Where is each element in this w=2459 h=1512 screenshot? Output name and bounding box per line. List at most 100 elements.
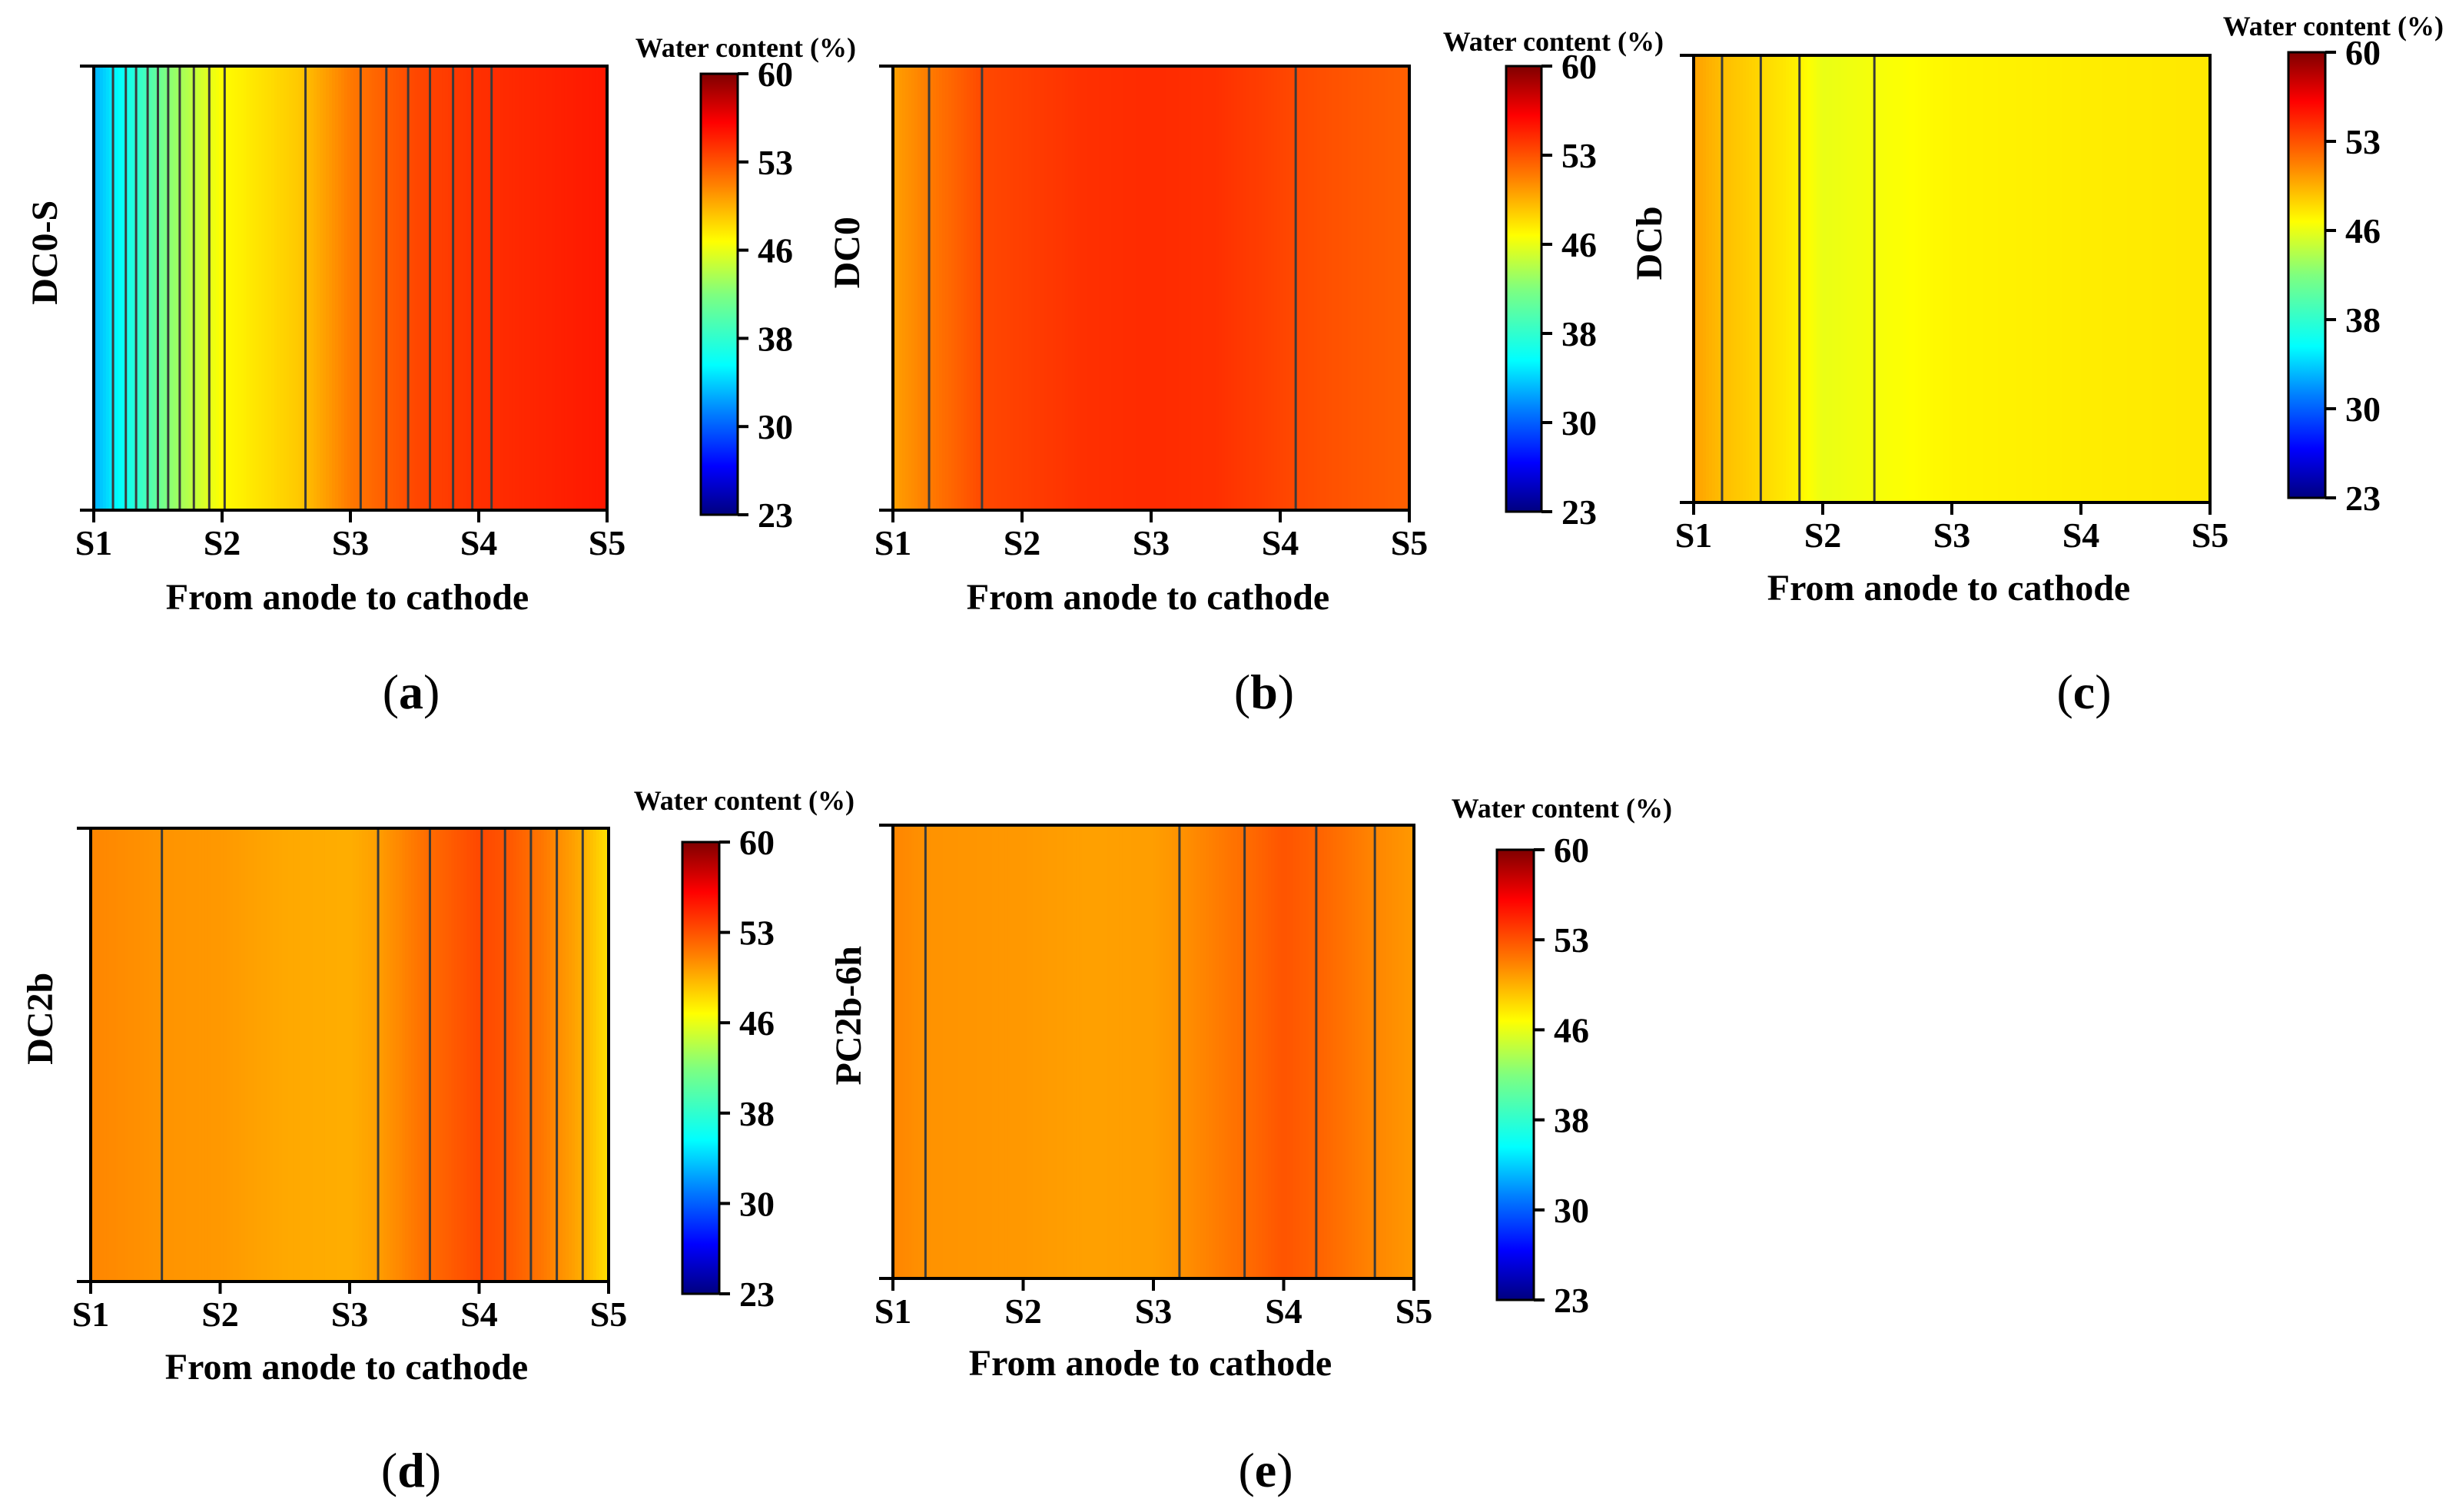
- heatmap-cell: [1014, 825, 1018, 1278]
- colorbar-gradient: [681, 841, 721, 1295]
- heatmap-cell: [1308, 66, 1312, 510]
- heatmap-cell: [1185, 66, 1189, 510]
- x-tick-label: S3: [1933, 516, 1971, 555]
- heatmap-cell: [318, 828, 323, 1282]
- heatmap-cell: [1137, 825, 1142, 1278]
- heatmap-cell: [1718, 55, 1722, 502]
- heatmap-cell: [1372, 66, 1376, 510]
- heatmap-cell: [1166, 825, 1170, 1278]
- heatmap-cell: [252, 66, 257, 510]
- heatmap-cell: [1166, 66, 1170, 510]
- heatmap-cell: [911, 66, 915, 510]
- heatmap-cell: [559, 828, 563, 1282]
- heatmap-cell: [1127, 66, 1130, 510]
- heatmap-cell: [530, 66, 535, 510]
- heatmap-cell: [1992, 55, 1996, 502]
- colorbar-tick-label: 23: [1554, 1281, 1589, 1320]
- heatmap-cell: [527, 66, 532, 510]
- heatmap-cell: [426, 828, 431, 1282]
- heatmap-cell: [1394, 66, 1398, 510]
- heatmap-cell: [1172, 825, 1176, 1278]
- heatmap-cell: [1314, 66, 1318, 510]
- heatmap-cell: [1047, 825, 1052, 1278]
- heatmap-cell: [1302, 825, 1306, 1278]
- heatmap-cell: [257, 828, 261, 1282]
- heatmap-cell: [2195, 55, 2198, 502]
- heatmap-cell: [261, 66, 266, 510]
- heatmap-cell: [576, 66, 581, 510]
- heatmap-cell: [457, 828, 462, 1282]
- y-axis-label: DC2b: [20, 973, 61, 1065]
- heatmap-cell: [1293, 825, 1297, 1278]
- heatmap-cell: [131, 828, 134, 1282]
- heatmap-cell: [1074, 66, 1078, 510]
- heatmap-cell: [1117, 66, 1121, 510]
- heatmap-cell: [579, 66, 583, 510]
- colorbar-tick-label: 23: [2345, 479, 2381, 518]
- heatmap-cell: [2093, 55, 2097, 502]
- heatmap-cell: [1293, 66, 1296, 510]
- heatmap-cell: [371, 66, 376, 510]
- heatmap-cell: [330, 828, 335, 1282]
- heatmap-cell: [481, 66, 486, 510]
- colorbar-tick-label: 46: [2345, 211, 2381, 250]
- heatmap-cell: [1017, 825, 1021, 1278]
- heatmap-cell: [108, 66, 113, 510]
- heatmap-cell: [918, 66, 921, 510]
- heatmap-cell: [998, 825, 1003, 1278]
- heatmap-cell: [2192, 55, 2195, 502]
- heatmap-cell: [337, 828, 341, 1282]
- heatmap-cell: [182, 66, 187, 510]
- heatmap-cell: [183, 828, 187, 1282]
- heatmap-cell: [948, 66, 952, 510]
- heatmap-cell: [439, 828, 443, 1282]
- heatmap-cell: [1697, 55, 1701, 502]
- heatmap-cell: [1142, 66, 1146, 510]
- heatmap-cell: [2155, 55, 2159, 502]
- heatmap-cell: [1179, 66, 1183, 510]
- heatmap-cell: [1401, 825, 1405, 1278]
- heatmap-cell: [1103, 825, 1108, 1278]
- heatmap-cell: [493, 66, 498, 510]
- heatmap-cell: [1176, 66, 1180, 510]
- heatmap-cell: [1160, 825, 1163, 1278]
- heatmap-cell: [976, 825, 981, 1278]
- heatmap-cell: [274, 66, 278, 510]
- heatmap-cell: [1094, 825, 1099, 1278]
- heatmap-cell: [423, 66, 428, 510]
- heatmap-cell: [1122, 825, 1127, 1278]
- heatmap-cell: [479, 66, 483, 510]
- heatmap-cell: [1397, 66, 1401, 510]
- heatmap-cell: [1305, 66, 1309, 510]
- heatmap-cell: [1032, 825, 1037, 1278]
- heatmap-cell: [1191, 66, 1195, 510]
- heatmap-cell: [589, 828, 594, 1282]
- heatmap-cell: [1936, 55, 1940, 502]
- heatmap-cell: [1961, 55, 1965, 502]
- heatmap-cell: [540, 828, 545, 1282]
- heatmap-cell: [1358, 825, 1362, 1278]
- heatmap-cell: [1154, 66, 1158, 510]
- heatmap-cell: [1317, 825, 1322, 1278]
- heatmap-cell: [902, 66, 906, 510]
- heatmap-cell: [1197, 66, 1201, 510]
- heatmap-cell: [586, 66, 589, 510]
- heatmap-cell: [2161, 55, 2165, 502]
- heatmap-cell: [961, 66, 964, 510]
- heatmap-cell: [976, 66, 980, 510]
- colorbar-tick-label: 38: [758, 319, 793, 358]
- heatmap-cell: [1262, 825, 1266, 1278]
- heatmap-cell: [905, 66, 909, 510]
- heatmap-cell: [139, 66, 144, 510]
- heatmap-cell: [1749, 55, 1753, 502]
- heatmap-cell: [454, 828, 459, 1282]
- heatmap-cell: [1221, 825, 1226, 1278]
- heatmap-cell: [1259, 825, 1263, 1278]
- heatmap-cell: [534, 828, 539, 1282]
- heatmap-cell: [2106, 55, 2109, 502]
- heatmap-cell: [908, 825, 913, 1278]
- heatmap-cell: [1280, 825, 1285, 1278]
- heatmap-cell: [393, 828, 397, 1282]
- heatmap-cell: [1715, 55, 1719, 502]
- heatmap-cell: [314, 66, 318, 510]
